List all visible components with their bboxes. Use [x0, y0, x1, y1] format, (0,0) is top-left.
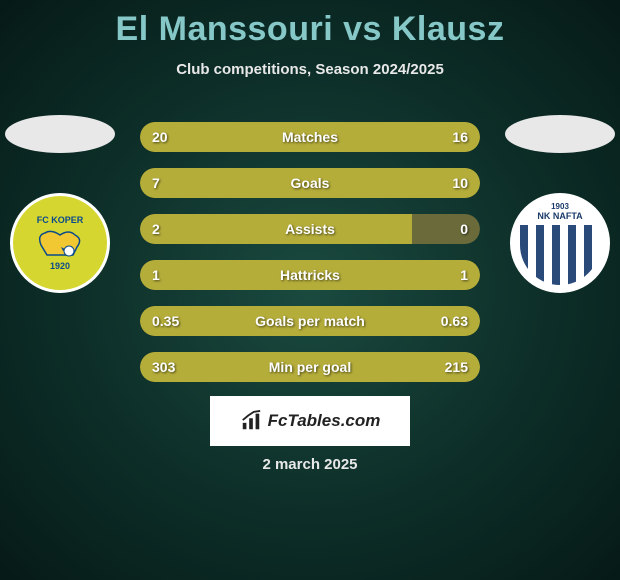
- club-badge-left-name: FC KOPER: [37, 215, 84, 225]
- date-text: 2 march 2025: [0, 456, 620, 473]
- stat-row: 2016Matches: [140, 122, 480, 152]
- stat-row: 710Goals: [140, 168, 480, 198]
- club-badge-right-year: 1903: [551, 202, 569, 211]
- stat-label: Goals per match: [140, 306, 480, 336]
- club-badge-left: FC KOPER 1920: [10, 193, 110, 293]
- player-left-column: FC KOPER 1920: [0, 115, 120, 293]
- stats-panel: 2016Matches 710Goals 20Assists 11Hattricks 0…: [140, 122, 480, 398]
- stat-row: 20Assists: [140, 214, 480, 244]
- club-badge-left-year: 1920: [50, 261, 70, 271]
- stat-row: 11Hattricks: [140, 260, 480, 290]
- stat-label: Hattricks: [140, 260, 480, 290]
- stat-label: Assists: [140, 214, 480, 244]
- club-badge-right: 1903 NK NAFTA: [510, 193, 610, 293]
- watermark-text: FcTables.com: [268, 411, 381, 431]
- player-right-silhouette: [505, 115, 615, 153]
- stat-label: Min per goal: [140, 352, 480, 382]
- stat-row: 303215Min per goal: [140, 352, 480, 382]
- chart-icon: [240, 410, 262, 432]
- page-title: El Manssouri vs Klausz: [0, 0, 620, 49]
- player-left-silhouette: [5, 115, 115, 153]
- stat-row: 0.350.63Goals per match: [140, 306, 480, 336]
- player-right-column: 1903 NK NAFTA: [500, 115, 620, 293]
- stat-label: Goals: [140, 168, 480, 198]
- stripes-icon: [520, 225, 600, 285]
- stat-label: Matches: [140, 122, 480, 152]
- club-badge-right-name: NK NAFTA: [537, 211, 582, 221]
- bull-icon: [35, 225, 85, 261]
- watermark: FcTables.com: [210, 396, 410, 446]
- subtitle: Club competitions, Season 2024/2025: [0, 61, 620, 78]
